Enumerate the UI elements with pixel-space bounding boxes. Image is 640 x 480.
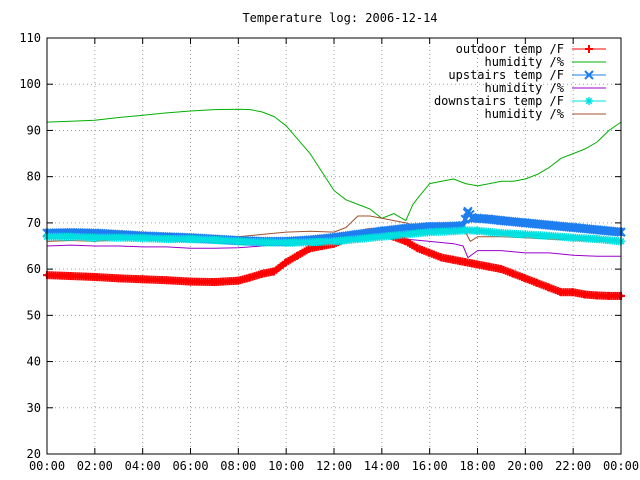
y-tick-label: 100: [19, 77, 41, 91]
x-tick-label: 08:00: [220, 459, 256, 473]
x-tick-label: 10:00: [268, 459, 304, 473]
legend-label: upstairs temp /F: [448, 68, 564, 82]
x-tick-label: 22:00: [555, 459, 591, 473]
series-1: [46, 108, 622, 222]
x-tick-label: 06:00: [172, 459, 208, 473]
x-tick-label: 04:00: [125, 459, 161, 473]
legend-label: humidity /%: [485, 55, 565, 69]
series-lines: [42, 108, 626, 300]
legend-label: humidity /%: [485, 107, 565, 121]
x-tick-label: 00:00: [603, 459, 639, 473]
legend-label: outdoor temp /F: [456, 42, 564, 56]
data-point: [584, 70, 594, 80]
plot-area-border: [46, 37, 622, 455]
axis-ticks: 20 30 40 50 60 70 80 90 100 110 00:00 02:00 04:00 06:…: [19, 31, 639, 473]
legend-label: humidity /%: [485, 81, 565, 95]
series-4: [43, 226, 625, 247]
y-tick-label: 30: [27, 401, 41, 415]
y-tick-label: 70: [27, 216, 41, 230]
y-tick-label: 20: [27, 447, 41, 461]
x-tick-label: 00:00: [29, 459, 65, 473]
x-tick-label: 14:00: [364, 459, 400, 473]
data-point: [585, 97, 593, 105]
y-tick-label: 50: [27, 308, 41, 322]
chart-title: Temperature log: 2006-12-14: [242, 11, 437, 25]
x-tick-label: 16:00: [412, 459, 448, 473]
x-tick-label: 12:00: [316, 459, 352, 473]
y-tick-label: 40: [27, 355, 41, 369]
y-tick-label: 110: [19, 31, 41, 45]
legend-label: downstairs temp /F: [434, 94, 564, 108]
x-tick-label: 20:00: [507, 459, 543, 473]
x-tick-label: 02:00: [77, 459, 113, 473]
series-line: [46, 108, 622, 222]
y-tick-label: 90: [27, 123, 41, 137]
y-tick-label: 60: [27, 262, 41, 276]
x-tick-label: 18:00: [459, 459, 495, 473]
y-tick-label: 80: [27, 170, 41, 184]
